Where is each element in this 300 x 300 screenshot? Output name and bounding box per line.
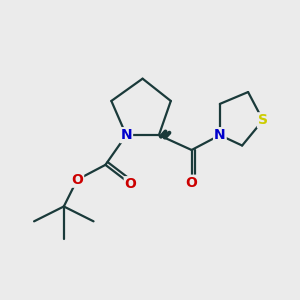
Text: N: N <box>214 128 226 142</box>
Text: O: O <box>186 176 197 190</box>
Text: S: S <box>258 113 268 127</box>
Text: N: N <box>120 128 132 142</box>
Text: O: O <box>125 177 136 191</box>
Text: O: O <box>71 173 83 187</box>
